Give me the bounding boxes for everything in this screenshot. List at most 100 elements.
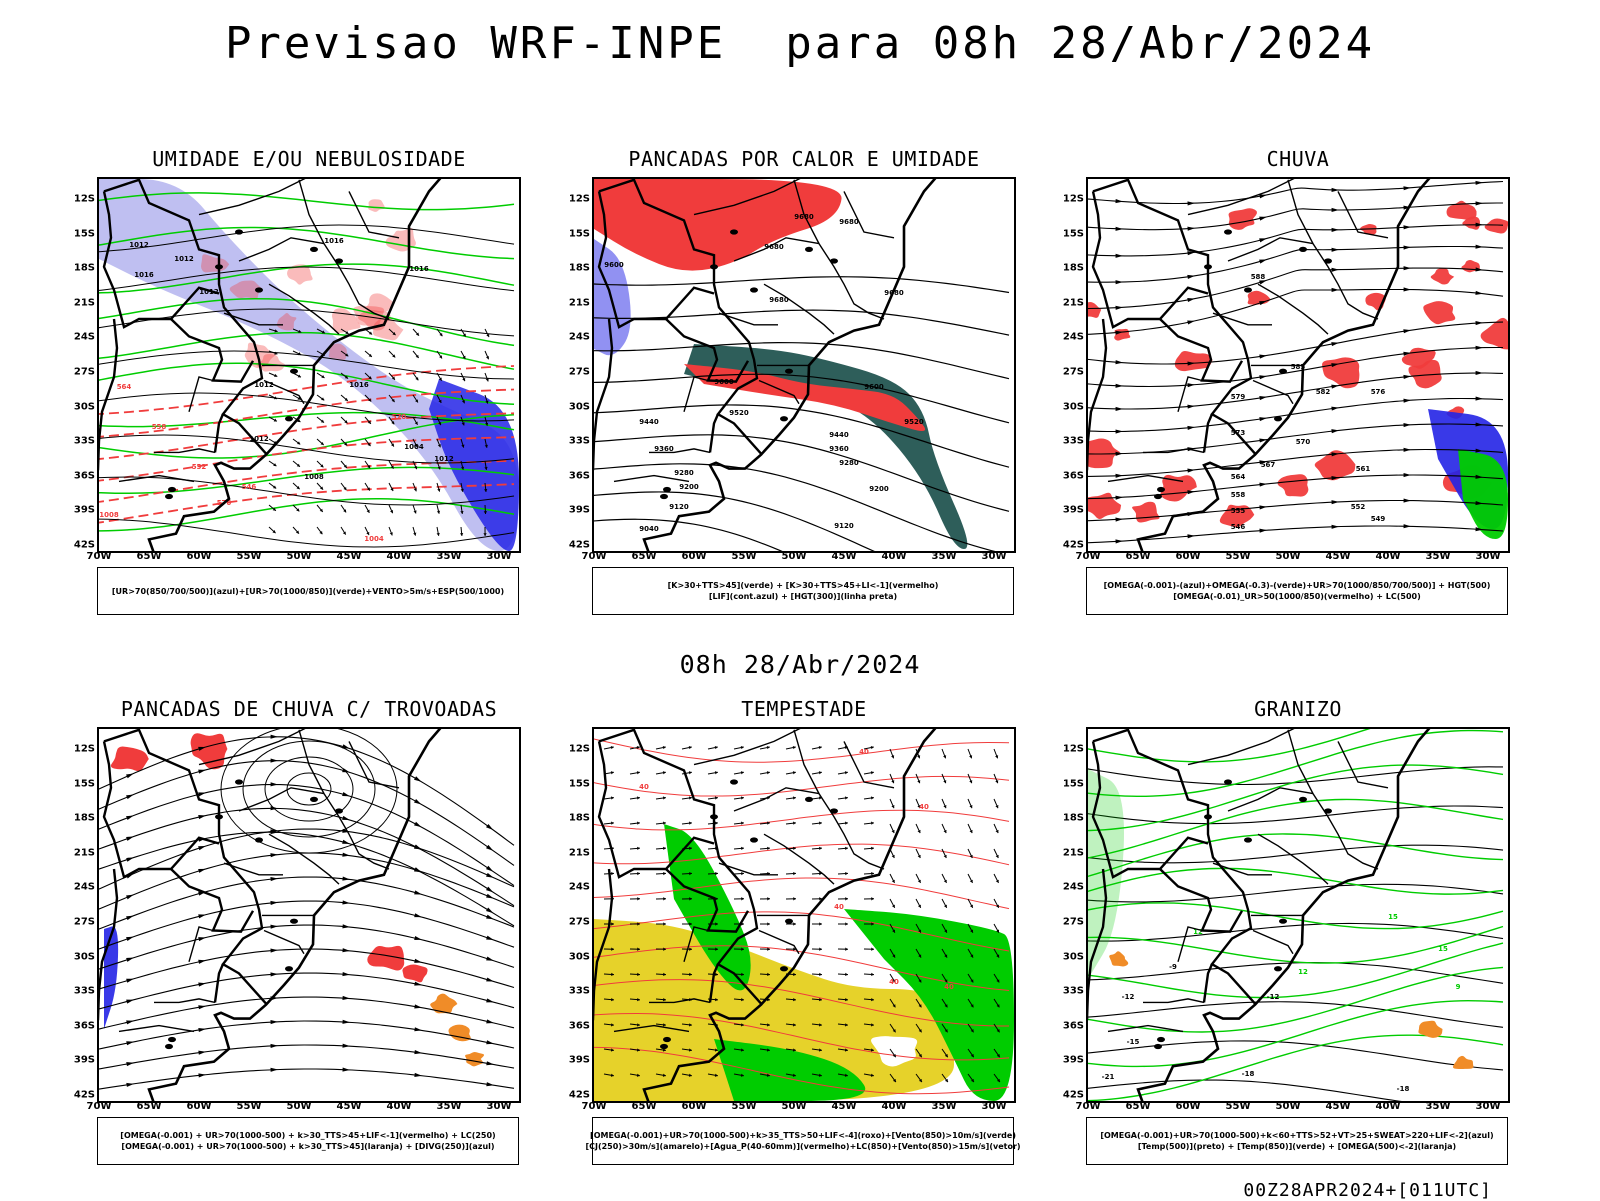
storm-red-cluster: [191, 733, 228, 769]
flow-arrowhead: [342, 792, 350, 796]
lake-marker: [805, 797, 813, 802]
longitude-tick-label: 35W: [1426, 551, 1451, 562]
longitude-tick-label: 30W: [487, 551, 512, 562]
red-contour-cluster: [368, 199, 385, 212]
lake-marker: [710, 264, 718, 269]
wind-vector: [293, 461, 300, 467]
legend-box: [OMEGA(-0.001)+UR>70(1000-500)+k>35_TTS>…: [592, 1117, 1014, 1165]
flow-arrowhead: [126, 836, 134, 840]
contour-label: 9200: [869, 485, 889, 493]
lake-marker: [780, 416, 788, 421]
border-line: [694, 729, 809, 765]
wind-vector: [812, 922, 822, 925]
wind-vector: [604, 796, 614, 799]
wind-vector: [838, 796, 848, 799]
longitude-tick-label: 70W: [1076, 551, 1101, 562]
contour-label: 1012: [254, 381, 274, 389]
latitude-tick-label: 27S: [74, 367, 95, 378]
lake-marker: [750, 287, 758, 292]
contour-label: 1016: [349, 381, 369, 389]
flow-arrowhead: [486, 1019, 494, 1023]
contour-label: 9280: [839, 459, 859, 467]
contour-label: 1012: [174, 255, 194, 263]
wind-vector: [968, 799, 972, 808]
flow-arrowhead: [1187, 320, 1195, 324]
legend-line: [LIF](cont.azul) + [HGT(300)](linha pret…: [709, 591, 897, 602]
wind-vector: [994, 849, 999, 858]
wind-vector: [760, 922, 770, 925]
longitude-tick-label: 40W: [1376, 1101, 1401, 1112]
flow-arrowhead: [414, 936, 422, 940]
rain-red-cluster: [1423, 301, 1455, 324]
rain-red-cluster: [1278, 474, 1309, 496]
wind-vector: [942, 749, 946, 758]
longitude-tick-label: 60W: [682, 1101, 707, 1112]
wind-vector: [968, 849, 973, 858]
wind-vector: [968, 749, 972, 758]
wind-vector: [708, 746, 718, 749]
legend-box: [UR>70(850/700/500)](azul)+[UR>70(1000/8…: [97, 567, 519, 615]
wind-vector: [994, 874, 999, 883]
contour-label: 40: [834, 903, 844, 911]
latitude-tick-label: 21S: [1063, 847, 1084, 858]
valid-time-subtitle: 08h 28/Abr/2024: [0, 650, 1600, 679]
lake-marker: [660, 494, 668, 499]
wind-vector: [485, 373, 489, 381]
lake-marker: [290, 919, 298, 924]
latitude-tick-label: 12S: [1063, 744, 1084, 755]
flow-arrowhead: [1116, 407, 1123, 411]
latitude-tick-label: 42S: [1063, 1090, 1084, 1101]
wind-vector: [942, 774, 946, 783]
rain-red-cluster: [1485, 218, 1508, 233]
contour-label: 576: [1371, 388, 1386, 396]
wind-vector: [838, 948, 848, 951]
longitude-tick-label: 40W: [387, 1101, 412, 1112]
flow-arrowhead: [486, 936, 494, 940]
latitude-tick-label: 36S: [74, 470, 95, 481]
wind-vector: [656, 847, 666, 850]
longitude-tick-label: 65W: [632, 551, 657, 562]
flow-arrowhead: [1403, 423, 1411, 427]
red-contour-cluster: [386, 228, 416, 252]
contour-label: 546: [1231, 523, 1246, 531]
wind-vector: [317, 483, 323, 490]
main-title: Previsao WRF-INPE para 08h 28/Abr/2024: [0, 18, 1600, 69]
longitude-tick-label: 65W: [1126, 1101, 1151, 1112]
flow-arrowhead: [486, 1040, 494, 1044]
contour-label: 9440: [829, 431, 849, 439]
flow-arrowhead: [486, 998, 494, 1002]
wind-vector: [269, 483, 276, 488]
temp-850-contour: [1088, 731, 1503, 797]
legend-line: [OMEGA(-0.001)-(azul)+OMEGA(-0.3)-(verde…: [1104, 580, 1491, 591]
border-line: [215, 414, 223, 452]
lake-marker: [285, 966, 293, 971]
rain-red-cluster: [1248, 291, 1271, 305]
lake-marker: [255, 837, 263, 842]
flow-arrowhead: [1476, 397, 1483, 401]
contour-label: 9600: [864, 383, 884, 391]
latitude-tick-label: 30S: [569, 951, 590, 962]
flow-arrowhead: [271, 1068, 278, 1072]
latitude-tick-label: 36S: [569, 470, 590, 481]
wind-vector: [786, 822, 796, 825]
latitude-tick-label: 24S: [74, 332, 95, 343]
wind-vector: [734, 771, 744, 774]
latitude-tick-label: 33S: [74, 986, 95, 997]
panel-title: PANCADAS DE CHUVA C/ TROVOADAS: [97, 697, 521, 721]
lake-marker: [215, 264, 223, 269]
flow-arrowhead: [271, 758, 278, 762]
wind-vector: [890, 874, 895, 883]
pressure-isobar: [99, 519, 514, 547]
flow-arrowhead: [342, 877, 350, 881]
flow-arrowhead: [126, 815, 134, 820]
latitude-tick-label: 21S: [74, 297, 95, 308]
flow-arrowhead: [198, 815, 206, 819]
contour-label: 1016: [409, 265, 429, 273]
flow-arrowhead: [126, 1020, 134, 1024]
longitude-tick-label: 55W: [237, 551, 262, 562]
storm-red-cluster: [111, 747, 149, 772]
flow-arrowhead: [342, 924, 350, 928]
